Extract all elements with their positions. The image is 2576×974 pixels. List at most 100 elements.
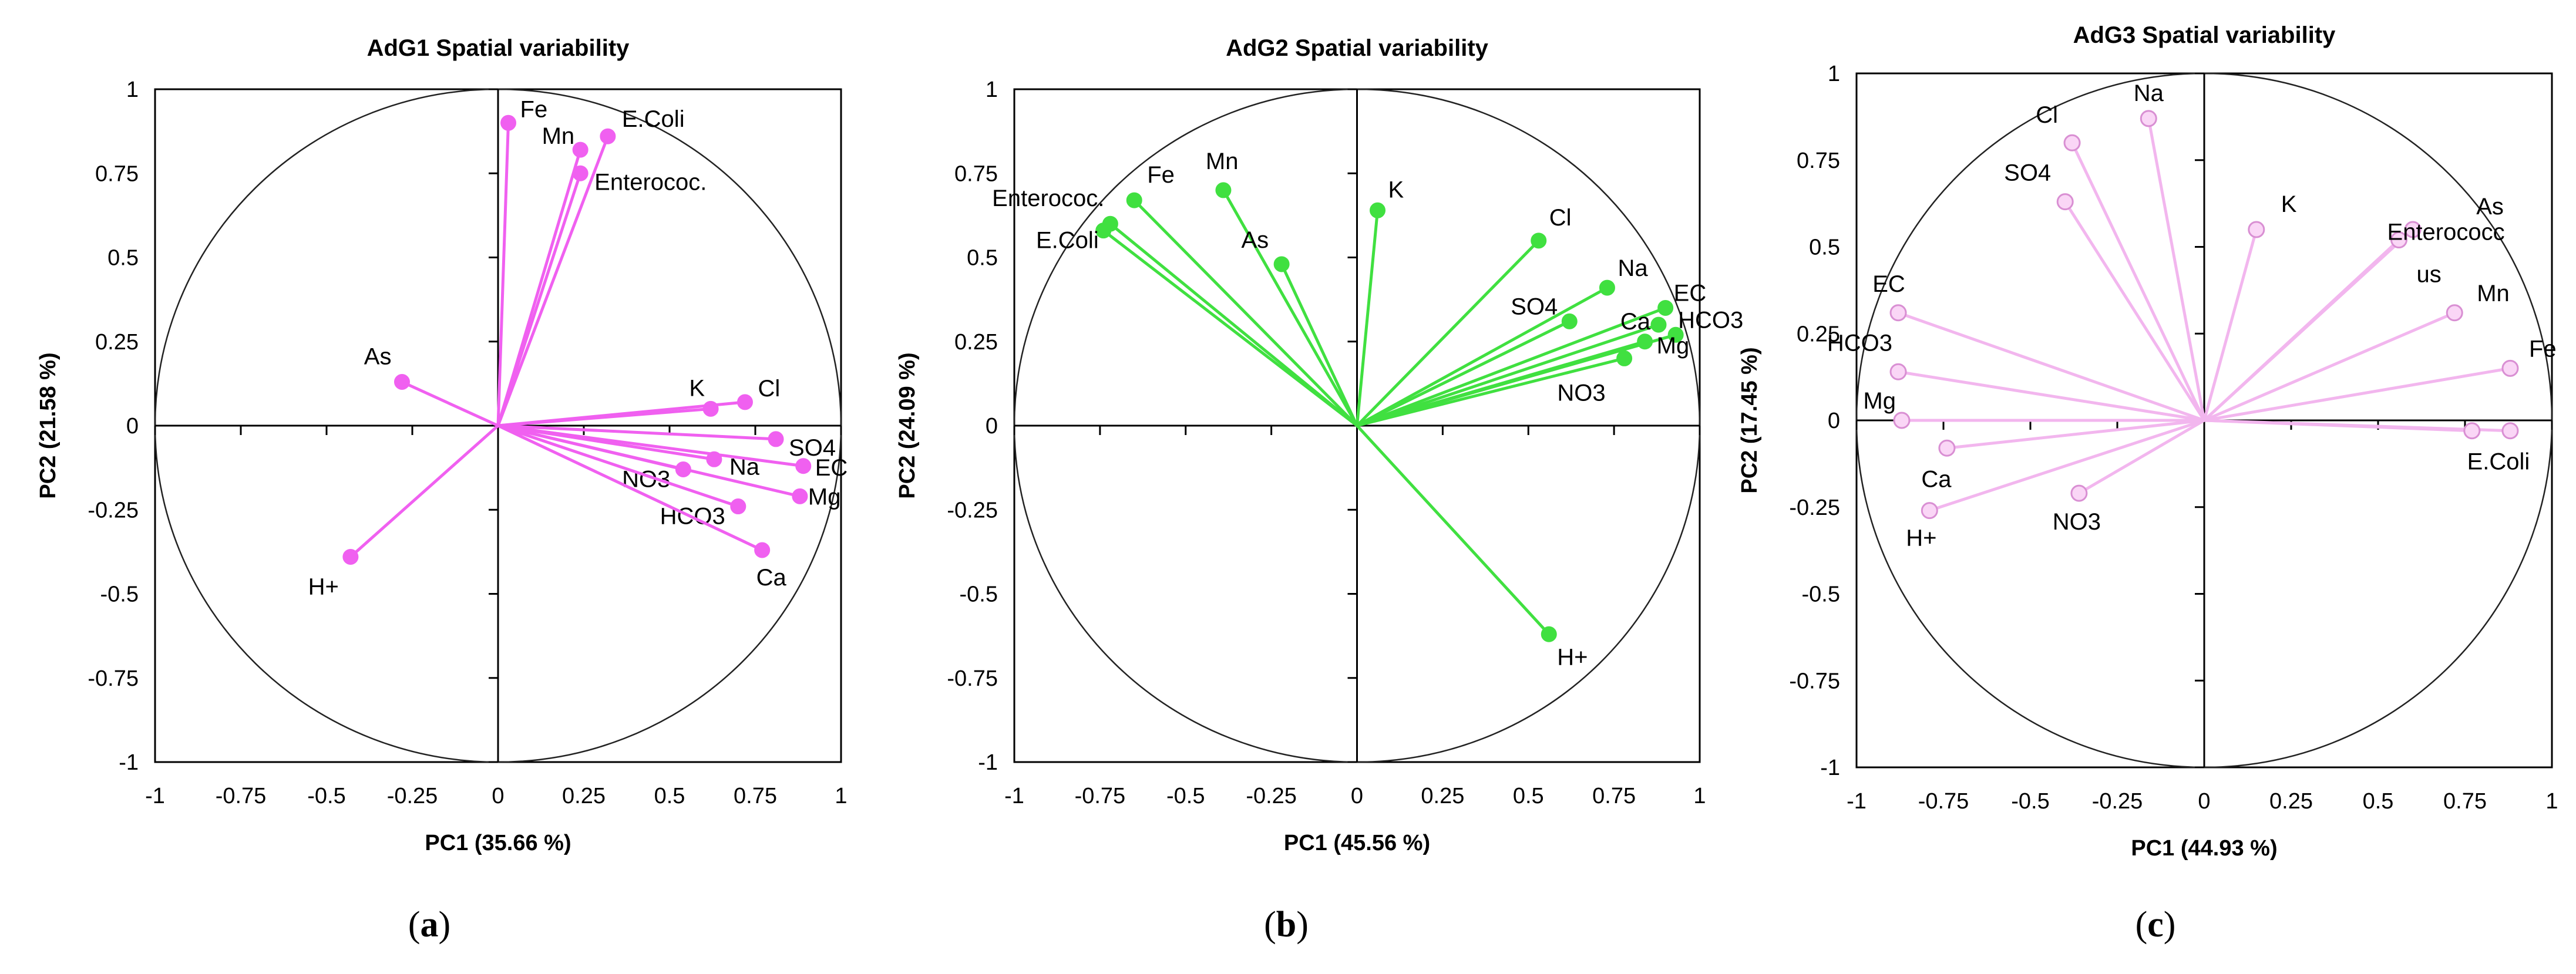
- point-label-fe: Fe: [520, 96, 548, 122]
- y-tick-label: 0.5: [967, 246, 998, 271]
- loading-point-na: [2140, 110, 2157, 127]
- point-label-mn: Mn: [542, 123, 575, 149]
- x-tick-label: 0.25: [2269, 789, 2313, 814]
- loading-point-no3: [2070, 484, 2088, 502]
- y-tick-label: 1: [126, 77, 139, 102]
- point-label-h: H+: [1557, 644, 1588, 670]
- x-tick-label: 0.75: [1592, 784, 1636, 808]
- caption-a: (a): [408, 905, 451, 945]
- point-label-no3: NO3: [2053, 509, 2101, 535]
- loading-point-e-coli: [600, 128, 616, 144]
- loading-vector-hco3: [1898, 370, 2205, 422]
- point-label-fe: Fe: [2529, 336, 2557, 362]
- point-label-no3: NO3: [1557, 380, 1605, 406]
- x-tick-label: 1: [2545, 789, 2558, 814]
- point-label-cl: Cl: [2036, 102, 2058, 128]
- loading-point-mn: [572, 141, 588, 158]
- point-label-hco3: HCO3: [1827, 330, 1892, 356]
- point-label-hco3: HCO3: [1678, 307, 1743, 333]
- y-tick-label: -0.75: [88, 666, 139, 691]
- loading-vector-ec: [497, 424, 804, 468]
- chart-title: AdG1 Spatial variability: [367, 35, 630, 61]
- x-axis-title: PC1 (35.66 %): [425, 831, 571, 855]
- point-label-h: H+: [308, 574, 339, 599]
- loading-point-as: [2404, 221, 2422, 238]
- y-tick-label: 0.25: [954, 330, 998, 355]
- loading-point-as: [394, 374, 410, 390]
- loading-point-hco3: [730, 498, 746, 515]
- point-label-fe: Fe: [1147, 162, 1175, 188]
- x-tick-label: -0.75: [216, 784, 267, 808]
- loading-point-hco3: [1667, 326, 1684, 343]
- point-label-mg: Mg: [1657, 333, 1690, 359]
- loading-vector-hco3: [497, 424, 739, 508]
- y-tick-label: 0.25: [1797, 322, 1840, 346]
- point-label-enterococc-us: Enterococc: [2387, 220, 2505, 245]
- y-tick-label: 1: [986, 77, 998, 102]
- loading-point-h: [342, 548, 359, 565]
- y-axis-title: PC2 (17.45 %): [1737, 347, 1762, 493]
- caption-c-letter: c: [2147, 905, 2164, 945]
- loading-point-so4: [1561, 313, 1578, 329]
- point-label-e-coli: E.Coli: [622, 106, 685, 132]
- loading-point-e-coli: [2501, 422, 2519, 440]
- point-label-ca: Ca: [756, 565, 787, 591]
- point-label-ec: EC: [1872, 271, 1905, 297]
- x-tick-label: 0.5: [654, 784, 685, 808]
- y-tick-label: 1: [1828, 62, 1840, 86]
- point-label-so4: SO4: [789, 435, 836, 461]
- point-label-k: K: [1388, 177, 1404, 203]
- x-tick-label: -0.25: [387, 784, 438, 808]
- x-tick-label: 1: [1693, 784, 1706, 808]
- point-label-as: As: [1241, 227, 1269, 253]
- loading-vector-cl: [2070, 142, 2206, 422]
- y-tick-label: 0.75: [954, 161, 998, 186]
- loading-vector-e-coli: [1102, 229, 1358, 427]
- x-tick-label: 1: [835, 784, 847, 808]
- x-tick-label: 0.25: [1421, 784, 1464, 808]
- loading-point-ca: [754, 542, 771, 558]
- loading-point-enterococ: [572, 165, 588, 181]
- x-tick-label: 0.5: [2363, 789, 2394, 814]
- loading-vector-ca: [497, 424, 763, 552]
- loading-point-fe: [500, 114, 517, 131]
- x-tick-label: -0.25: [2092, 789, 2143, 814]
- loading-vector-enterococc-us: [2203, 238, 2400, 422]
- caption-a-letter: a: [420, 905, 439, 945]
- loading-point-ca: [1650, 316, 1667, 333]
- point-label-mn: Mn: [1206, 149, 1239, 174]
- loading-point-no3: [1616, 350, 1633, 366]
- caption-b-letter: b: [1276, 905, 1297, 945]
- point-label-cl: Cl: [1549, 205, 1572, 231]
- loading-point-cl: [2063, 134, 2081, 151]
- point-label-enterococ: Enterococ.: [594, 169, 707, 195]
- caption-c: (c): [2135, 905, 2176, 945]
- loading-vector-k: [1356, 210, 1379, 426]
- x-axis-title: PC1 (45.56 %): [1284, 831, 1430, 855]
- y-tick-label: -0.25: [1789, 496, 1840, 520]
- x-tick-label: 0: [492, 784, 504, 808]
- x-tick-label: 0: [2198, 789, 2210, 814]
- panel-b: -1 -0.75 -0.5 -0.25 0 0.25 0.5 0.75 1 1 0.75 0.5 0.2…: [859, 0, 1743, 974]
- loading-point-cl: [737, 394, 753, 410]
- x-tick-label: -0.25: [1246, 784, 1297, 808]
- y-tick-label: 0.25: [95, 330, 139, 355]
- loading-vector-mg: [1356, 340, 1646, 427]
- y-tick-label: 0.75: [1797, 149, 1840, 173]
- loading-vector-h: [349, 424, 499, 558]
- point-label-so4: SO4: [2004, 160, 2051, 186]
- y-tick-label: 0: [1828, 409, 1840, 433]
- loading-vector-na: [2147, 118, 2206, 421]
- loading-point-unlabeled: [2463, 422, 2481, 440]
- chart-title: AdG2 Spatial variability: [1226, 35, 1489, 61]
- loading-vector-h: [1929, 419, 2205, 513]
- point-label-mg: Mg: [1863, 388, 1896, 414]
- y-tick-label: -0.5: [100, 582, 139, 607]
- chart-title: AdG3 Spatial variability: [2073, 22, 2336, 48]
- y-tick-label: -0.5: [1802, 582, 1840, 607]
- loading-point-e-coli: [1095, 223, 1112, 239]
- point-label-so4: SO4: [1511, 294, 1558, 319]
- x-tick-label: 0.75: [2443, 789, 2487, 814]
- loading-vector-ca: [1946, 419, 2205, 450]
